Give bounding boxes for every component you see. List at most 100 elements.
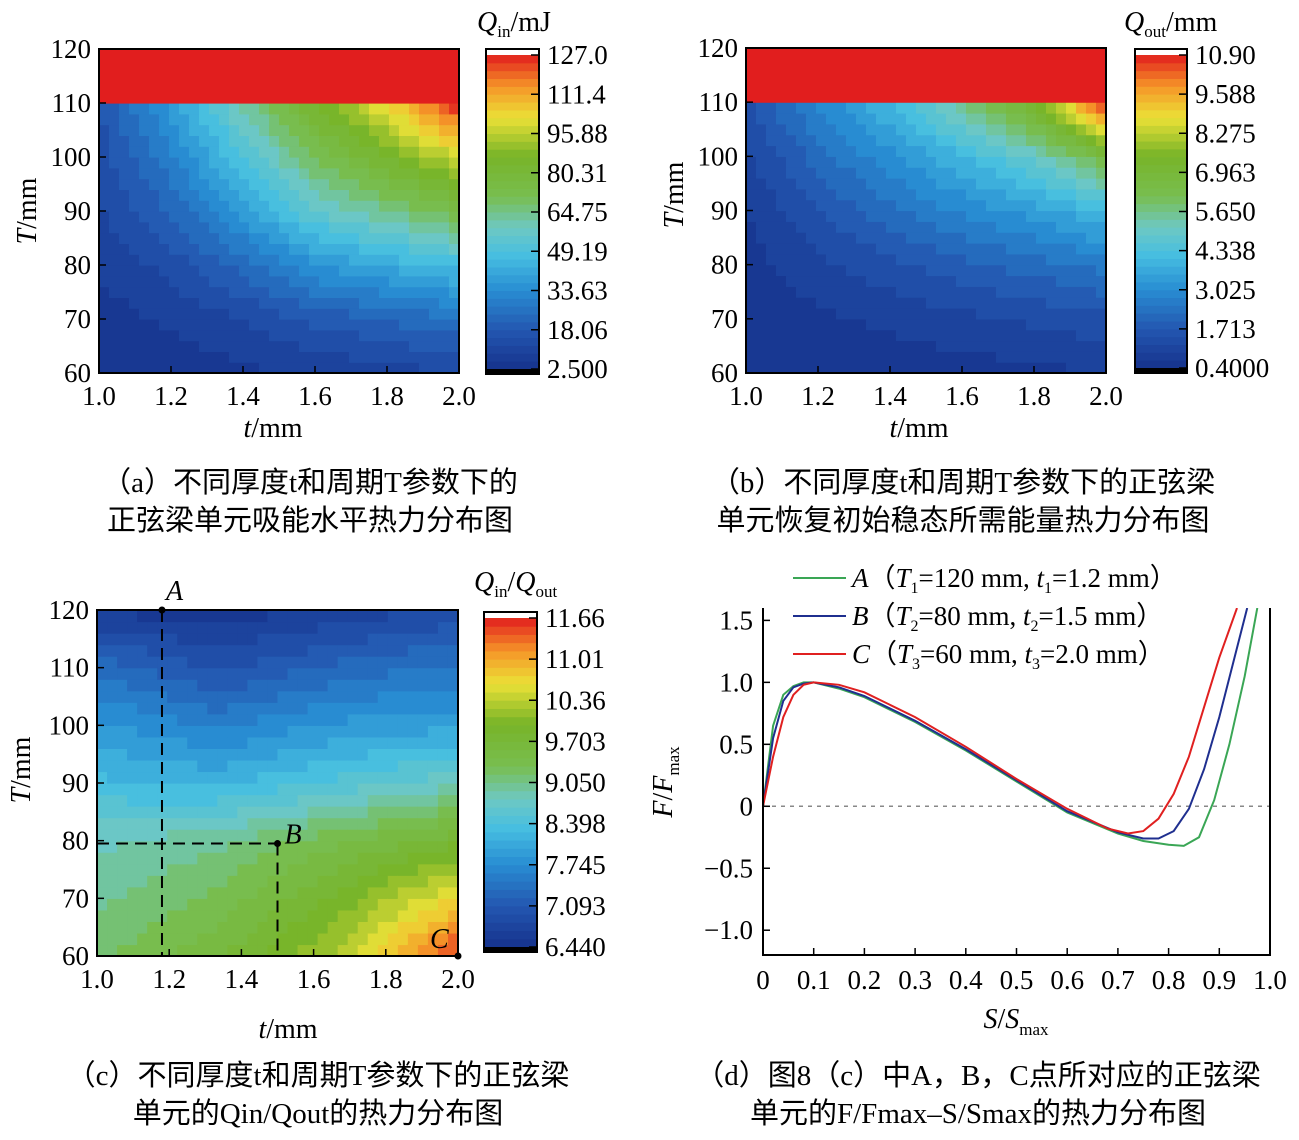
panel-c-y-axis-label: T/mm — [6, 736, 37, 803]
panel-c-heat-cell — [247, 621, 259, 634]
panel-b-heat-cell — [916, 123, 927, 136]
panel-a-heat-cell — [429, 113, 440, 126]
panel-b-heat-cell — [1046, 178, 1057, 190]
panel-c-heat-cell — [417, 736, 429, 749]
panel-a-heat-cell — [239, 297, 250, 309]
panel-c-heat-cell — [307, 921, 319, 934]
panel-c-heat-cell — [127, 702, 138, 715]
panel-a-heat-cell — [279, 362, 290, 373]
panel-b-heat-cell — [896, 253, 907, 266]
panel-b-heat-cell — [946, 199, 957, 212]
panel-b-heat-cell — [796, 275, 807, 287]
panel-d-x-tick-label: 1.0 — [1253, 965, 1287, 995]
panel-a-heat-cell — [269, 103, 280, 115]
panel-b-heat-cell — [966, 253, 977, 266]
panel-c-heat-cell — [107, 621, 118, 634]
panel-b-heat-cell — [1046, 156, 1057, 168]
panel-a-heat-cell — [159, 92, 170, 104]
panel-a-heat-cell — [449, 243, 459, 255]
panel-a-heat-cell — [109, 275, 120, 288]
panel-b-heat-cell — [1066, 48, 1077, 60]
panel-a-heat-cell — [269, 49, 280, 61]
panel-b-heat-cell — [896, 48, 907, 60]
panel-b-heat-cell — [1016, 102, 1027, 114]
panel-c-heat-cell — [237, 725, 249, 738]
panel-a-heat-cell — [319, 167, 330, 180]
panel-b-heat-cell — [776, 167, 787, 179]
panel-b-heat-cell — [796, 156, 807, 168]
panel-b-heat-cell — [916, 113, 927, 125]
panel-c-heat-cell — [427, 875, 439, 888]
panel-b-heat-cell — [966, 145, 977, 157]
panel-a-heat-cell — [149, 286, 160, 298]
panel-b-heat-cell — [956, 286, 967, 298]
panel-c-heat-cell — [427, 667, 439, 680]
panel-a-heat-cell — [259, 243, 270, 255]
panel-c-heat-cell — [277, 690, 289, 703]
panel-c-heat-cell — [117, 725, 128, 738]
panel-c-heat-cell — [267, 898, 279, 911]
panel-b-heat-cell — [1016, 362, 1027, 373]
panel-c-colorbar-swatch — [484, 667, 537, 677]
panel-c-heat-cell — [397, 667, 409, 680]
panel-a-heat-cell — [329, 297, 340, 309]
panel-b-heat-cell — [976, 156, 987, 168]
panel-a-heat-cell — [439, 243, 450, 255]
panel-a-heat-cell — [279, 113, 290, 126]
panel-c-heat-cell — [127, 748, 138, 761]
panel-c-heat-cell — [227, 863, 238, 876]
panel-c-heat-cell — [357, 783, 369, 796]
panel-c-heat-cell — [317, 898, 329, 911]
panel-a-heat-cell — [399, 265, 410, 277]
panel-b-heat-cell — [796, 167, 807, 179]
panel-a-heat-cell — [339, 70, 350, 82]
panel-a-heat-cell — [249, 362, 260, 373]
panel-b-heat-cell — [806, 178, 817, 190]
panel-a-heat-cell — [359, 113, 370, 126]
panel-a-heat-cell — [129, 189, 140, 201]
panel-b-heat-cell — [926, 156, 937, 168]
panel-a-heat-cell — [109, 211, 120, 223]
panel-a-heat-cell — [409, 297, 420, 309]
panel-a-heat-cell — [189, 286, 200, 298]
panel-c-heat-cell — [247, 656, 259, 669]
panel-b-heat-cell — [1096, 102, 1106, 114]
panel-a-heat-cell — [319, 113, 330, 126]
panel-a-heat-cell — [399, 157, 410, 169]
panel-a-heat-cell — [109, 200, 120, 212]
panel-a-heat-cell — [109, 319, 120, 331]
panel-a-heat-cell — [209, 211, 220, 223]
panel-a-heat-cell — [359, 124, 370, 136]
panel-a-heat-cell — [279, 254, 290, 266]
panel-a-heat-cell — [399, 275, 410, 288]
panel-c-heat-cell — [207, 679, 218, 692]
panel-a-heat-cell — [429, 178, 440, 190]
panel-a-heat-cell — [349, 81, 360, 93]
panel-b-heat-cell — [906, 297, 917, 309]
panel-b-heat-cell — [1016, 199, 1027, 212]
panel-b-heat-cell — [846, 286, 857, 298]
panel-c-heat-cell — [367, 863, 379, 876]
panel-a-heat-cell — [259, 70, 270, 82]
panel-b-heat-cell — [916, 308, 927, 320]
panel-c-heat-cell — [417, 610, 429, 623]
panel-c-heat-cell — [377, 886, 389, 899]
panel-b-heat-cell — [956, 210, 967, 222]
panel-a-heat-cell — [329, 308, 340, 320]
panel-a-heat-cell — [139, 211, 150, 223]
panel-a-heat-cell — [219, 178, 230, 190]
panel-c-heat-cell — [387, 783, 399, 796]
panel-c-heat-cell — [427, 679, 439, 692]
panel-c-heat-cell — [177, 898, 188, 911]
panel-a-heat-cell — [329, 70, 340, 82]
panel-b-heat-cell — [876, 58, 887, 71]
panel-b-heat-cell — [756, 167, 767, 179]
panel-b-heat-cell — [1076, 329, 1087, 342]
panel-a-heat-cell — [199, 167, 210, 180]
panel-b-heat-cell — [1056, 113, 1067, 125]
panel-a-heat-cell — [309, 351, 320, 363]
panel-b-colorbar-tick-label: 3.025 — [1195, 275, 1256, 305]
panel-b-heat-cell — [1066, 362, 1077, 373]
panel-c-heat-cell — [187, 944, 198, 956]
panel-a-heat-cell — [99, 308, 110, 320]
